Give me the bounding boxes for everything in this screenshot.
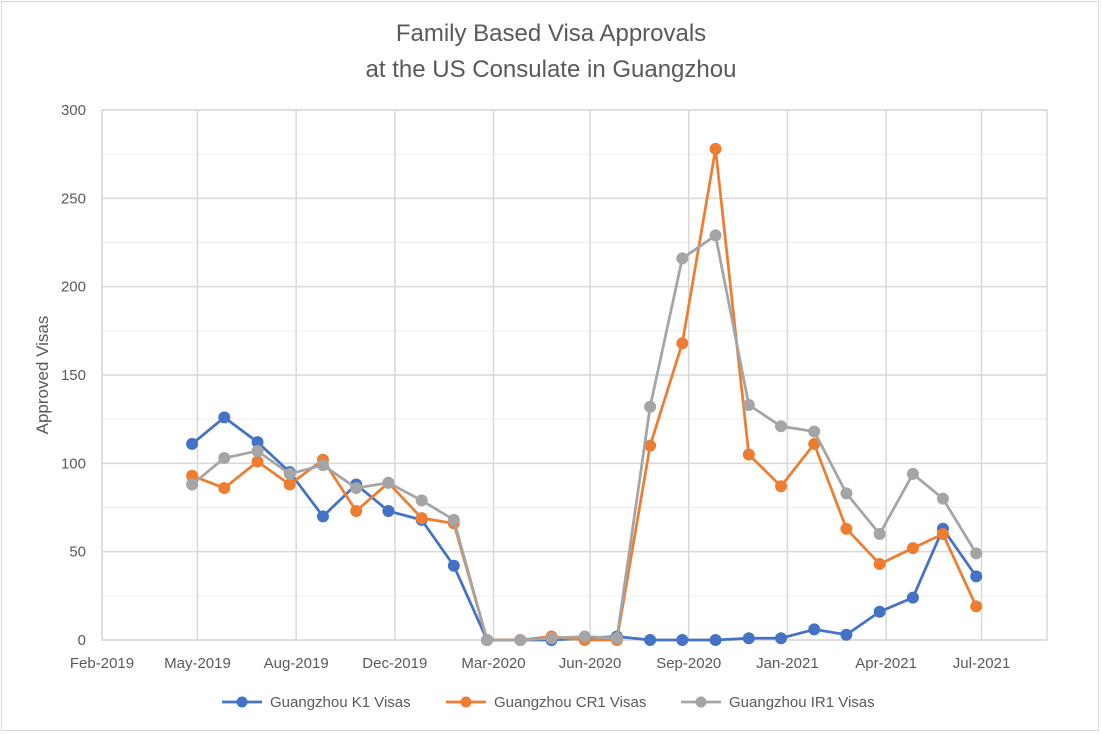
data-point (644, 634, 657, 646)
x-tick-label: Jul-2021 (953, 655, 1011, 672)
legend-label: Guangzhou K1 Visas (270, 694, 411, 711)
data-point (709, 634, 722, 646)
data-point (808, 623, 821, 636)
legend: Guangzhou K1 Visas Guangzhou CR1 Visas Gua… (222, 694, 875, 711)
data-point (447, 513, 460, 526)
x-tick-label: Aug-2019 (264, 655, 329, 672)
y-tick-label: 200 (61, 279, 86, 296)
data-point (218, 482, 231, 495)
data-point (873, 558, 886, 571)
data-point (382, 476, 395, 489)
y-tick-label: 0 (78, 632, 86, 649)
x-tick-label: Sep-2020 (656, 655, 721, 672)
legend-label: Guangzhou CR1 Visas (494, 694, 646, 711)
chart-title-line-1: Family Based Visa Approvals (395, 20, 707, 47)
series-line (191, 234, 978, 642)
x-tick-label: May-2019 (164, 655, 231, 672)
y-tick-label: 250 (61, 190, 86, 207)
data-point (218, 452, 231, 465)
data-point (709, 229, 722, 242)
data-point (774, 420, 787, 433)
y-axis-ticks: 0 50 100 150 200 250 300 (61, 102, 86, 649)
data-point (936, 528, 949, 540)
x-tick-label: Dec-2019 (362, 655, 427, 672)
data-series (186, 142, 983, 646)
data-point (186, 478, 199, 491)
data-point (970, 600, 983, 613)
series-line (191, 416, 978, 642)
data-point (218, 411, 231, 424)
data-point (742, 399, 755, 412)
data-point (840, 522, 853, 535)
data-point (906, 591, 919, 604)
data-point (936, 492, 949, 505)
x-axis-ticks: Feb-2019 May-2019 Aug-2019 Dec-2019 Mar-2020… (70, 655, 1010, 672)
series-line (191, 147, 978, 642)
data-point (970, 547, 983, 560)
y-tick-label: 300 (61, 102, 86, 119)
legend-swatch-marker (236, 696, 248, 708)
data-point (840, 628, 853, 641)
data-point (316, 459, 329, 472)
data-point (644, 400, 657, 413)
x-tick-label: Jan-2021 (756, 655, 819, 672)
legend-item: Guangzhou IR1 Visas (681, 694, 875, 711)
legend-item: Guangzhou K1 Visas (222, 694, 411, 711)
data-point (283, 478, 296, 491)
x-tick-label: Feb-2019 (70, 655, 134, 672)
data-point (545, 632, 558, 645)
data-point (251, 455, 264, 468)
data-point (774, 632, 787, 645)
data-point (283, 467, 296, 480)
chart-title-line-2: at the US Consulate in Guangzhou (365, 56, 737, 83)
legend-swatch-marker (460, 696, 472, 708)
data-point (610, 632, 623, 645)
data-point (514, 634, 527, 646)
y-axis-label: Approved Visas (33, 316, 52, 435)
data-point (447, 559, 460, 572)
y-tick-label: 50 (69, 544, 86, 561)
data-point (970, 570, 983, 583)
legend-item: Guangzhou CR1 Visas (446, 694, 646, 711)
data-point (316, 510, 329, 523)
data-point (873, 605, 886, 618)
x-tick-label: Jun-2020 (559, 655, 622, 672)
data-point (251, 444, 264, 457)
data-point (578, 630, 591, 643)
legend-label: Guangzhou IR1 Visas (729, 694, 875, 711)
data-point (676, 634, 689, 646)
data-point (676, 337, 689, 350)
data-point (742, 632, 755, 645)
data-point (382, 505, 395, 518)
series-3 (186, 229, 983, 646)
data-point (676, 252, 689, 265)
data-point (808, 425, 821, 438)
data-point (774, 480, 787, 493)
data-point (350, 505, 363, 518)
data-point (840, 487, 853, 500)
x-tick-label: Apr-2021 (855, 655, 917, 672)
data-point (415, 512, 428, 525)
data-point (906, 542, 919, 555)
data-point (186, 437, 199, 450)
data-point (873, 528, 886, 540)
data-point (481, 634, 494, 646)
series-1 (186, 411, 983, 646)
data-point (906, 467, 919, 480)
data-point (709, 142, 722, 155)
data-point (350, 482, 363, 495)
series-2 (186, 142, 983, 646)
y-tick-label: 150 (61, 367, 86, 384)
legend-swatch-marker (695, 696, 707, 708)
x-tick-label: Mar-2020 (461, 655, 525, 672)
y-tick-label: 100 (61, 455, 86, 472)
data-point (742, 448, 755, 461)
gridlines (101, 109, 1048, 641)
data-point (415, 494, 428, 507)
